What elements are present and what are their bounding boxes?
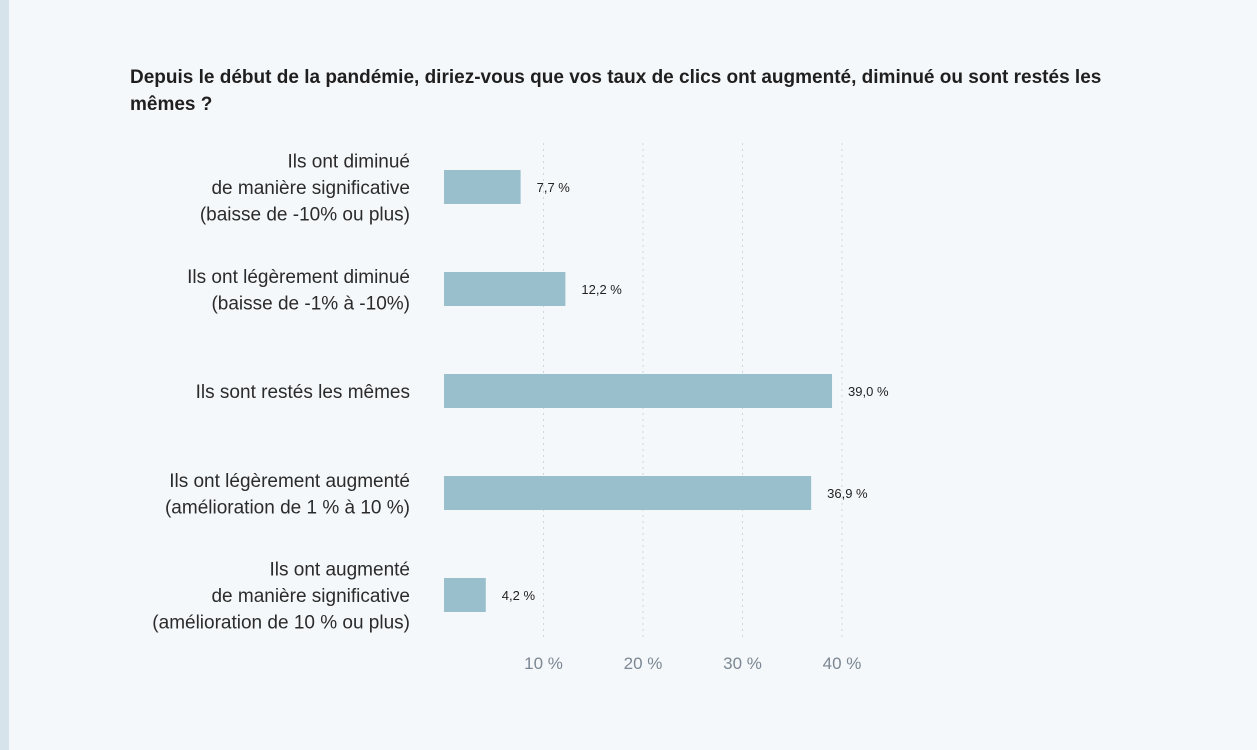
left-accent-bar bbox=[0, 0, 9, 750]
bar-value-label: 4,2 % bbox=[502, 588, 536, 603]
bar bbox=[444, 578, 486, 612]
category-label: Ils ont légèrement diminué bbox=[187, 267, 410, 288]
x-tick-label: 30 % bbox=[723, 654, 762, 673]
category-label: Ils ont augmenté bbox=[270, 560, 410, 581]
category-label: (baisse de -1% à -10%) bbox=[211, 293, 410, 314]
x-tick-label: 10 % bbox=[524, 654, 563, 673]
category-label: (amélioration de 1 % à 10 %) bbox=[165, 497, 410, 518]
bar bbox=[444, 374, 833, 408]
bar-value-label: 7,7 % bbox=[537, 180, 571, 195]
category-label: (amélioration de 10 % ou plus) bbox=[152, 613, 410, 634]
category-label: Ils ont légèrement augmenté bbox=[169, 471, 410, 492]
category-label: (baisse de -10% ou plus) bbox=[200, 205, 410, 226]
bar-value-label: 12,2 % bbox=[581, 282, 622, 297]
bar bbox=[444, 476, 812, 510]
x-tick-label: 20 % bbox=[624, 654, 663, 673]
category-label: Ils ont diminué bbox=[287, 152, 410, 173]
bar-value-label: 39,0 % bbox=[848, 384, 889, 399]
bar-value-label: 36,9 % bbox=[827, 486, 868, 501]
chart-title: Depuis le début de la pandémie, diriez-v… bbox=[130, 67, 1102, 115]
category-label: de manière significative bbox=[211, 178, 410, 199]
category-label: de manière significative bbox=[211, 586, 410, 607]
category-label: Ils sont restés les mêmes bbox=[196, 382, 410, 403]
x-tick-label: 40 % bbox=[823, 654, 862, 673]
bar bbox=[444, 272, 566, 306]
bar bbox=[444, 170, 521, 204]
